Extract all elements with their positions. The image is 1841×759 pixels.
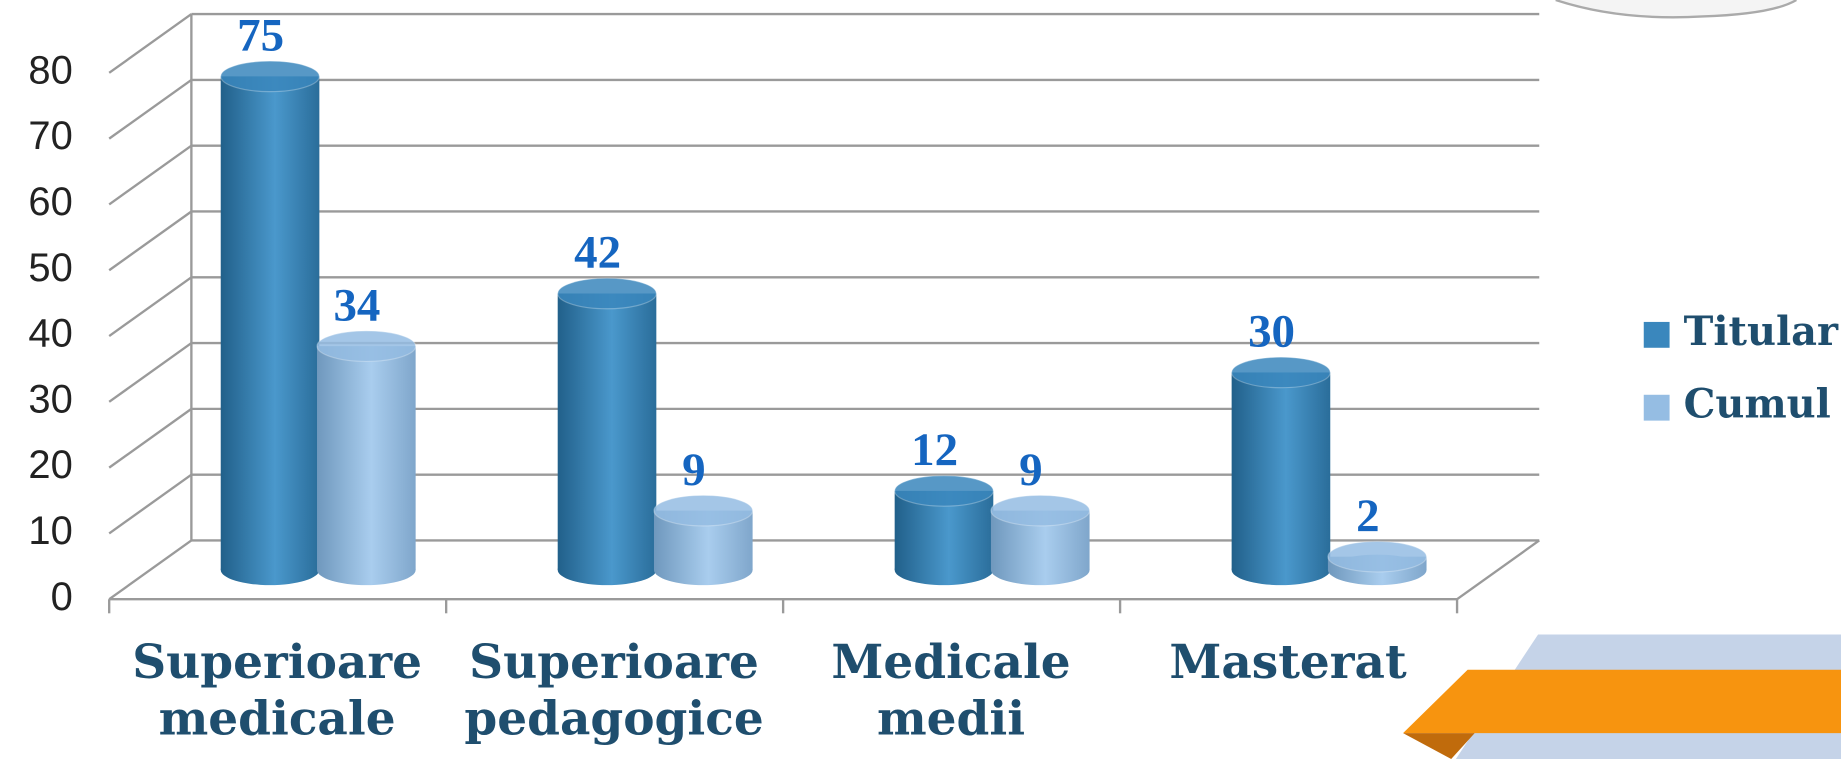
x-label-box: Superioare pedagogice (464, 634, 764, 747)
y-tick-label: 70 (28, 114, 72, 158)
bar-top (894, 475, 994, 507)
y-tick-label: 80 (28, 48, 72, 92)
decoration (1403, 669, 1841, 734)
bar-top (557, 277, 657, 310)
value-label: 34 (333, 279, 380, 331)
x-tick-label: Superioare medicale (132, 634, 422, 747)
bar (220, 76, 320, 570)
decoration (1555, 0, 1797, 19)
value-label: 9 (1019, 444, 1042, 496)
grid-line (108, 539, 193, 601)
bar-top (990, 494, 1091, 527)
grid-line (108, 13, 193, 74)
bar-top (1327, 540, 1428, 573)
value-label: 2 (1356, 490, 1379, 542)
grid-line (108, 210, 193, 272)
x-label-box: Masterat (1169, 634, 1407, 690)
bar-top (316, 330, 417, 362)
bar-top (220, 60, 320, 93)
y-tick-label: 40 (28, 312, 72, 356)
legend-swatch (1643, 321, 1670, 348)
x-tick-label: Medicale medii (831, 634, 1071, 747)
x-label-box: Medicale medii (831, 634, 1071, 747)
decoration (1403, 733, 1475, 759)
grid-line (108, 276, 193, 337)
legend-label: Cumul (1684, 382, 1831, 428)
grid-line (108, 473, 193, 535)
x-label-box: Superioare medicale (132, 634, 422, 747)
value-label: 12 (911, 424, 958, 476)
value-label: 30 (1248, 306, 1295, 358)
value-label: 42 (574, 227, 621, 279)
bar-top (653, 494, 754, 527)
y-tick-label: 0 (51, 575, 73, 619)
legend-swatch (1643, 394, 1670, 421)
y-tick-label: 30 (28, 377, 72, 421)
value-label: 75 (237, 10, 284, 62)
x-tick-label: Superioare pedagogice (464, 634, 764, 747)
bar (1231, 372, 1331, 570)
bar (317, 346, 416, 570)
grid-line (108, 78, 193, 140)
y-tick-label: 60 (28, 180, 72, 224)
x-tick-label: Masterat (1169, 634, 1407, 690)
bar (557, 293, 657, 570)
y-tick-label: 20 (28, 443, 72, 487)
legend-label: Titular (1684, 309, 1839, 355)
value-label: 9 (682, 444, 705, 496)
bar-top (1231, 356, 1331, 389)
y-tick-label: 10 (28, 509, 72, 553)
grid-line (108, 407, 193, 469)
grid-line (108, 144, 193, 206)
floor-edge (1456, 539, 1540, 601)
y-tick-label: 50 (28, 246, 72, 290)
grid-line (108, 342, 193, 403)
